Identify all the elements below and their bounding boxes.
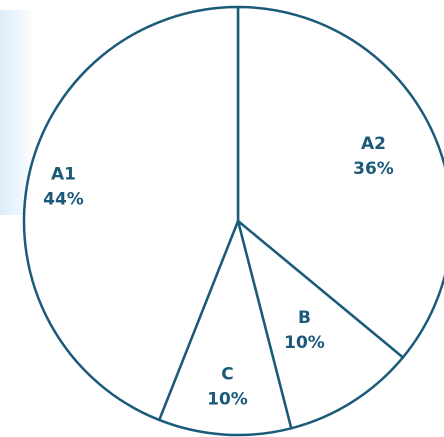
slice-label-a2: A2 [361, 134, 386, 154]
slice-value-c: 10% [207, 390, 248, 410]
slice-value-a1: 44% [43, 190, 84, 210]
slice-label-b: B [298, 308, 311, 328]
pie-slice-a1 [22, 5, 240, 422]
slice-label-c: C [221, 365, 233, 385]
pie-slice-c [157, 219, 293, 437]
slice-label-a1: A1 [51, 165, 76, 185]
pie-labels: A2 36% B 10% C 10% A1 44% [43, 134, 394, 409]
pie-slice-a2 [236, 5, 444, 359]
slice-value-b: 10% [284, 333, 325, 353]
pie-slices [22, 5, 444, 437]
pie-slice-b [236, 219, 405, 430]
slice-value-a2: 36% [353, 159, 394, 179]
